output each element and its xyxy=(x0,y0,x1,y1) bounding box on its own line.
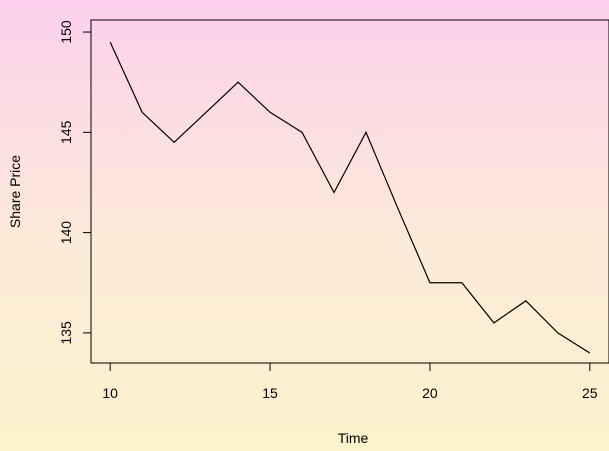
plot-frame xyxy=(90,19,609,364)
y-tick-label: 135 xyxy=(58,321,74,345)
x-tick-label: 10 xyxy=(102,385,118,401)
y-axis-label: Share Price xyxy=(7,155,23,228)
y-axis: 135 140 145 150 xyxy=(58,20,91,345)
x-axis-label: Time xyxy=(338,430,369,446)
y-tick-label: 145 xyxy=(58,120,74,144)
x-tick-label: 25 xyxy=(582,385,598,401)
x-tick-label: 15 xyxy=(262,385,278,401)
x-axis: 10 15 20 25 xyxy=(102,363,598,401)
y-tick-label: 140 xyxy=(58,221,74,245)
x-tick-label: 20 xyxy=(422,385,438,401)
series-line xyxy=(109,41,591,354)
y-tick-label: 150 xyxy=(58,20,74,44)
